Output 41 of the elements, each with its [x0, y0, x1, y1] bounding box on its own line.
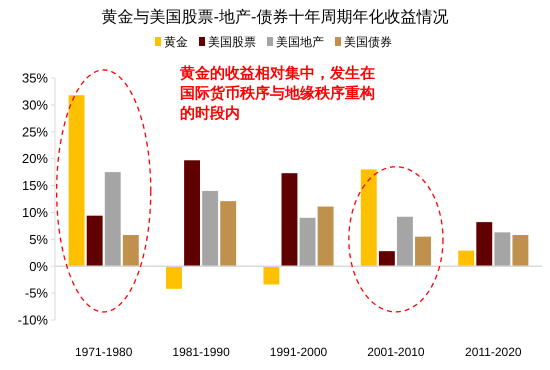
- bar: [220, 201, 236, 266]
- legend-label: 美国地产: [276, 35, 324, 49]
- bar: [184, 160, 200, 266]
- y-tick-label: 15%: [22, 178, 48, 194]
- bar: [282, 173, 298, 266]
- y-tick-label: 30%: [22, 97, 48, 112]
- x-tick-label: 2001-2010: [367, 345, 425, 359]
- annotation: 黄金的收益相对集中，发生在国际货币秩序与地缘秩序重构的时段内: [179, 65, 375, 122]
- bar: [318, 206, 334, 266]
- y-tick-label: -10%: [18, 312, 48, 328]
- bar: [378, 251, 395, 266]
- x-tick-label: 2011-2020: [465, 345, 522, 359]
- chart-title: 黄金与美国股票-地产-债券十年周期年化收益情况: [102, 8, 448, 26]
- bar: [494, 232, 510, 266]
- bar: [512, 235, 528, 266]
- bar: [122, 235, 139, 266]
- legend-label: 黄金: [164, 35, 188, 49]
- bar: [396, 216, 413, 266]
- bar: [458, 250, 474, 266]
- x-tick-label: 1971-1980: [75, 345, 133, 359]
- bar: [476, 222, 492, 266]
- y-tick-label: -5%: [24, 286, 48, 301]
- x-tick-label: 1991-2000: [270, 345, 328, 359]
- y-tick-label: 35%: [22, 70, 48, 86]
- bar: [300, 218, 316, 266]
- y-tick-label: 25%: [22, 124, 48, 140]
- bar: [104, 172, 121, 266]
- bar: [166, 266, 182, 289]
- y-tick-label: 10%: [22, 204, 48, 220]
- legend-label: 美国债券: [344, 35, 392, 49]
- y-tick-label: 0%: [29, 258, 48, 274]
- bar: [86, 216, 103, 266]
- bar: [263, 266, 280, 285]
- y-tick-label: 20%: [22, 151, 48, 166]
- bar: [360, 169, 377, 266]
- bar: [68, 95, 85, 266]
- x-tick-label: 1981-1990: [172, 345, 230, 359]
- bar: [202, 190, 218, 266]
- y-tick-label: 5%: [29, 232, 48, 247]
- legend-label: 美国股票: [208, 35, 256, 49]
- bar: [415, 236, 431, 266]
